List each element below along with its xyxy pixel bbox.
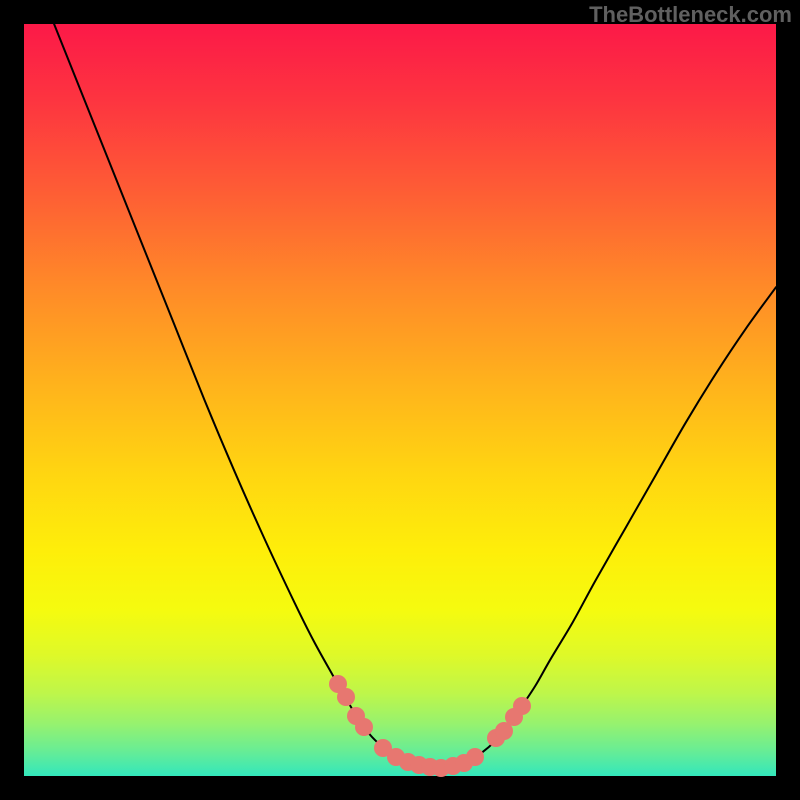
watermark-text: TheBottleneck.com: [589, 2, 792, 28]
right-curve: [438, 287, 776, 768]
marker-point: [355, 718, 373, 736]
plot-svg: [24, 24, 776, 776]
marker-point: [466, 748, 484, 766]
marker-point: [337, 688, 355, 706]
plot-area: [24, 24, 776, 776]
left-curve: [54, 24, 438, 768]
marker-point: [513, 697, 531, 715]
